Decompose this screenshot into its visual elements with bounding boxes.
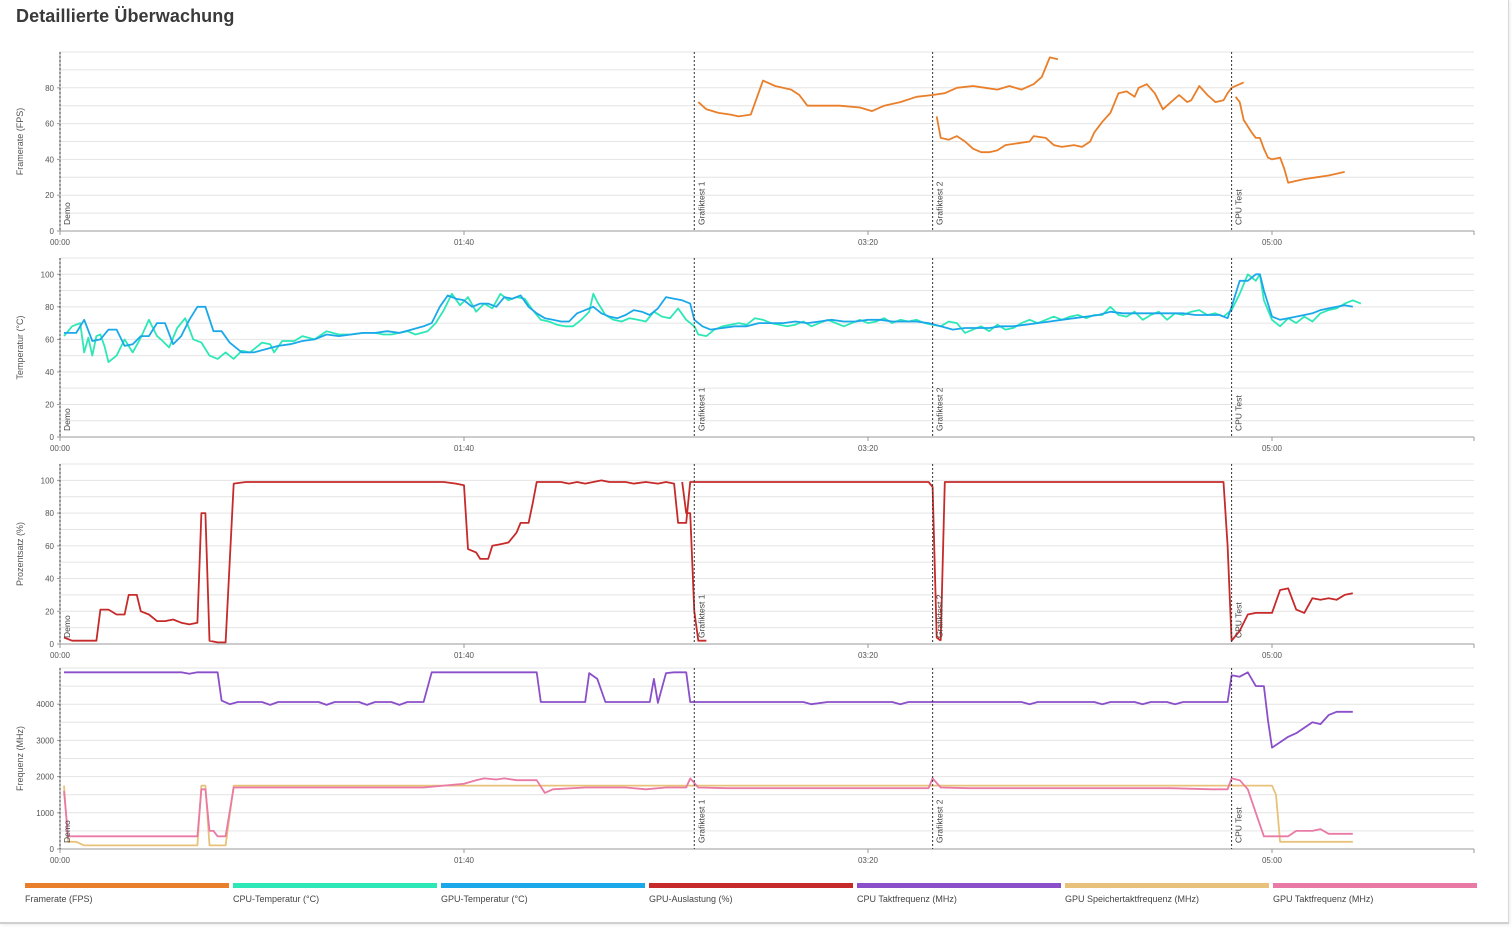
y-tick-label: 20	[45, 607, 54, 616]
legend-label[interactable]: Framerate (FPS)	[25, 894, 93, 904]
y-axis-label: Framerate (FPS)	[15, 108, 25, 176]
phase-marker-label: Grafiktest 2	[935, 387, 945, 431]
y-tick-label: 60	[45, 542, 54, 551]
y-tick-label: 40	[45, 155, 54, 164]
phase-marker-label: Demo	[62, 615, 72, 638]
legend-swatch[interactable]	[1273, 883, 1477, 888]
y-tick-label: 0	[50, 640, 55, 649]
y-tick-label: 80	[45, 303, 54, 312]
phase-marker-label: CPU Test	[1234, 602, 1244, 638]
legend-swatch[interactable]	[25, 883, 229, 888]
y-tick-label: 3000	[36, 736, 54, 745]
phase-marker-label: Grafiktest 1	[696, 387, 706, 431]
y-tick-label: 20	[45, 400, 54, 409]
x-tick-label: 03:20	[858, 651, 879, 660]
phase-marker-label: Grafiktest 2	[935, 594, 945, 638]
y-tick-label: 0	[50, 227, 55, 236]
series-line-gpu_load	[63, 479, 942, 644]
x-tick-label: 01:40	[454, 856, 475, 865]
chart-panel-1: 0 20 40 60 80 00:00 01:40 03:20 05:00 Framerate (…	[15, 51, 1475, 247]
series-line-gpu_clock	[63, 777, 1353, 838]
phase-marker-label: Demo	[62, 202, 72, 225]
x-tick-label: 03:20	[858, 856, 879, 865]
phase-marker-label: CPU Test	[1234, 189, 1244, 225]
legend-label[interactable]: CPU Taktfrequenz (MHz)	[857, 894, 957, 904]
x-tick-label: 03:20	[858, 444, 879, 453]
y-tick-label: 0	[50, 845, 55, 854]
series-line-fps	[1234, 96, 1345, 184]
chart-panel-2: 0 20 40 60 80 100 00:00 01:40 03:20 05:00 Temperat…	[15, 257, 1475, 453]
series-line-cpu_temp	[63, 273, 1362, 363]
legend-label[interactable]: GPU Speichertaktfrequenz (MHz)	[1065, 894, 1200, 904]
x-tick-label: 00:00	[50, 444, 71, 453]
series-line-fps	[697, 56, 1059, 118]
series-line-gpu_load	[681, 481, 707, 642]
x-tick-label: 01:40	[454, 651, 475, 660]
x-tick-label: 05:00	[1262, 651, 1283, 660]
legend-swatch[interactable]	[649, 883, 853, 888]
x-tick-label: 05:00	[1262, 444, 1283, 453]
series-line-gpu_temp	[64, 273, 1353, 354]
x-tick-label: 00:00	[50, 651, 71, 660]
legend-label[interactable]: GPU-Auslastung (%)	[649, 894, 733, 904]
phase-marker-label: Grafiktest 2	[935, 799, 945, 843]
phase-marker-label: Demo	[62, 820, 72, 843]
legend-label[interactable]: GPU-Temperatur (°C)	[441, 894, 528, 904]
y-axis-label: Prozentsatz (%)	[15, 522, 25, 586]
chart-panel-4: 0 1000 2000 3000 4000 00:00 01:40 03:20 05:00 Fre…	[15, 667, 1475, 865]
x-tick-label: 00:00	[50, 238, 71, 247]
legend-label[interactable]: CPU-Temperatur (°C)	[233, 894, 320, 904]
y-tick-label: 100	[41, 476, 55, 485]
page-title: Detaillierte Überwachung	[16, 6, 235, 26]
y-tick-label: 80	[45, 509, 54, 518]
y-tick-label: 2000	[36, 773, 54, 782]
legend-swatch[interactable]	[1065, 883, 1269, 888]
x-tick-label: 03:20	[858, 238, 879, 247]
legend-swatch[interactable]	[857, 883, 1061, 888]
y-axis-label: Temperatur (°C)	[15, 315, 25, 379]
chart-panel-3: 0 20 40 60 80 100 00:00 01:40 03:20 05:00 Prozents…	[15, 463, 1475, 660]
y-tick-label: 60	[45, 335, 54, 344]
legend-swatch[interactable]	[233, 883, 437, 888]
series-line-gpu_mem_clock	[63, 784, 1353, 847]
series-line-cpu_clock	[64, 671, 1353, 749]
phase-marker-label: Grafiktest 1	[696, 181, 706, 225]
phase-marker-label: CPU Test	[1234, 807, 1244, 843]
phase-marker-label: Grafiktest 1	[696, 799, 706, 843]
x-tick-label: 05:00	[1262, 856, 1283, 865]
y-tick-label: 40	[45, 368, 54, 377]
y-tick-label: 1000	[36, 809, 54, 818]
phase-marker-label: CPU Test	[1234, 395, 1244, 431]
series-line-fps	[935, 81, 1245, 154]
x-tick-label: 00:00	[50, 856, 71, 865]
y-axis-label: Frequenz (MHz)	[15, 726, 25, 791]
y-tick-label: 0	[50, 433, 55, 442]
legend-swatch[interactable]	[441, 883, 645, 888]
x-tick-label: 05:00	[1262, 238, 1283, 247]
y-tick-label: 80	[45, 84, 54, 93]
y-tick-label: 40	[45, 575, 54, 584]
phase-marker-label: Grafiktest 2	[935, 181, 945, 225]
y-tick-label: 60	[45, 120, 54, 129]
y-tick-label: 20	[45, 191, 54, 200]
series-line-gpu_load	[939, 481, 1353, 642]
phase-marker-label: Grafiktest 1	[696, 594, 706, 638]
x-tick-label: 01:40	[454, 238, 475, 247]
y-tick-label: 4000	[36, 700, 54, 709]
phase-marker-label: Demo	[62, 408, 72, 431]
y-tick-label: 100	[41, 270, 55, 279]
x-tick-label: 01:40	[454, 444, 475, 453]
legend-label[interactable]: GPU Taktfrequenz (MHz)	[1273, 894, 1374, 904]
